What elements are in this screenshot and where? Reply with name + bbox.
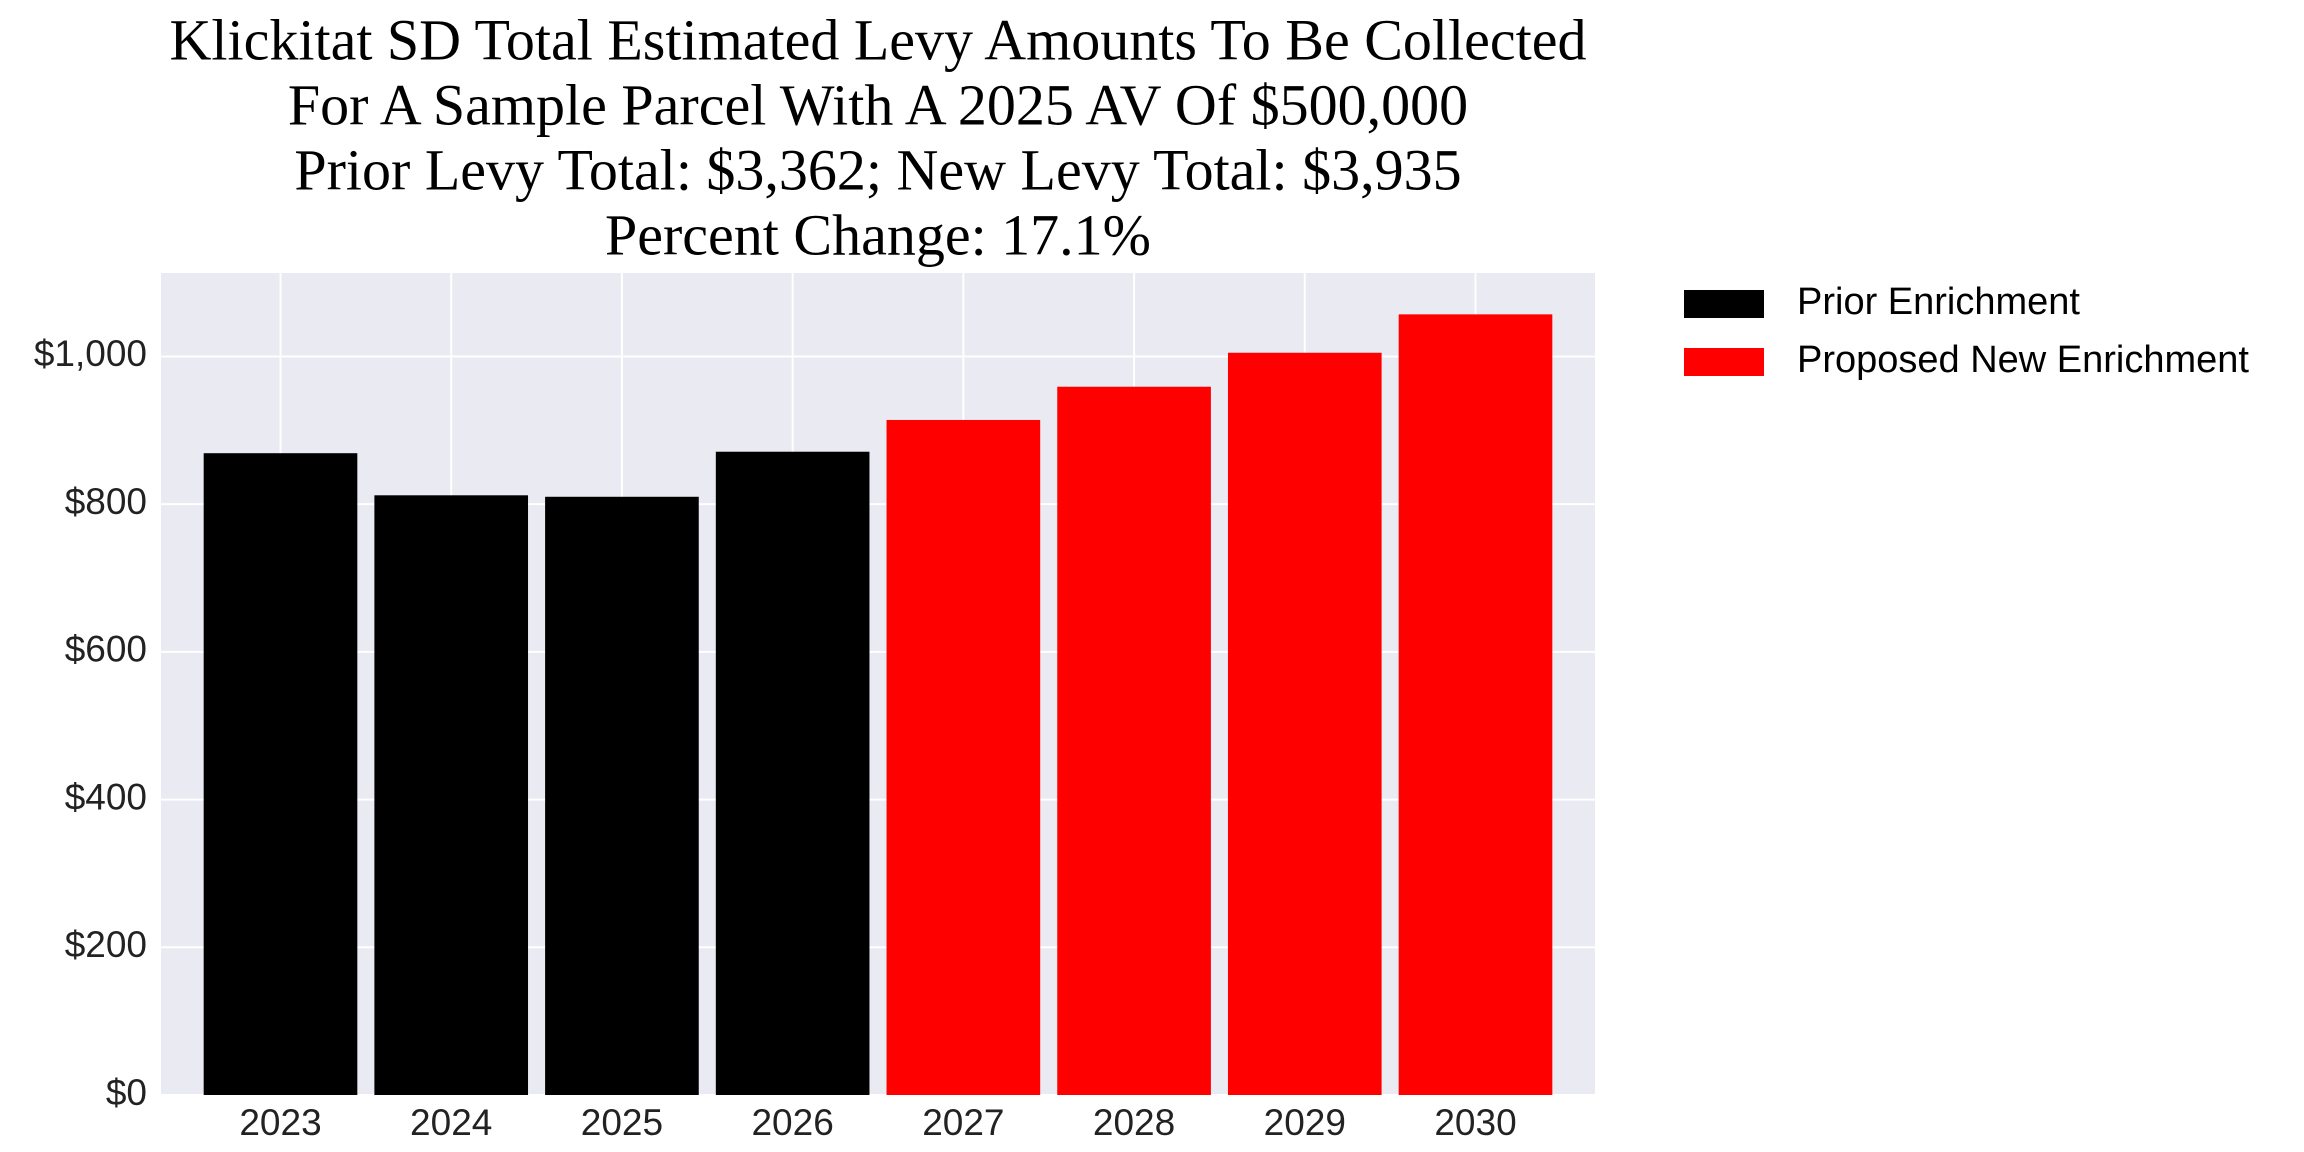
x-tick-label: 2027	[922, 1102, 1004, 1143]
bar	[1057, 386, 1211, 1095]
x-tick-label: 2026	[751, 1102, 833, 1143]
chart-title: Percent Change: 17.1%	[605, 202, 1151, 267]
y-tick-label: $1,000	[34, 333, 147, 374]
bar	[545, 496, 699, 1096]
y-tick-label: $800	[65, 481, 147, 522]
legend-label: Prior Enrichment	[1797, 281, 2080, 323]
y-tick-label: $0	[106, 1072, 147, 1113]
y-tick-label: $400	[65, 776, 147, 817]
chart-title: Prior Levy Total: $3,362; New Levy Total…	[294, 137, 1461, 202]
x-tick-label: 2023	[239, 1102, 321, 1143]
x-tick-label: 2028	[1093, 1102, 1175, 1143]
bar	[1227, 352, 1382, 1095]
x-tick-label: 2029	[1264, 1102, 1346, 1143]
y-tick-label: $200	[65, 924, 147, 965]
x-tick-label: 2030	[1434, 1102, 1516, 1143]
chart-title: Klickitat SD Total Estimated Levy Amount…	[169, 7, 1586, 72]
bar	[374, 495, 529, 1095]
bar	[203, 453, 358, 1096]
legend-label: Proposed New Enrichment	[1797, 339, 2249, 381]
bar	[715, 451, 870, 1095]
chart-title: For A Sample Parcel With A 2025 AV Of $5…	[288, 72, 1468, 137]
bar	[886, 419, 1041, 1095]
x-tick-label: 2024	[410, 1102, 492, 1143]
bar	[1398, 314, 1553, 1095]
legend-swatch	[1684, 348, 1764, 376]
y-tick-label: $600	[65, 629, 147, 670]
legend-swatch	[1684, 290, 1764, 318]
x-tick-label: 2025	[581, 1102, 663, 1143]
